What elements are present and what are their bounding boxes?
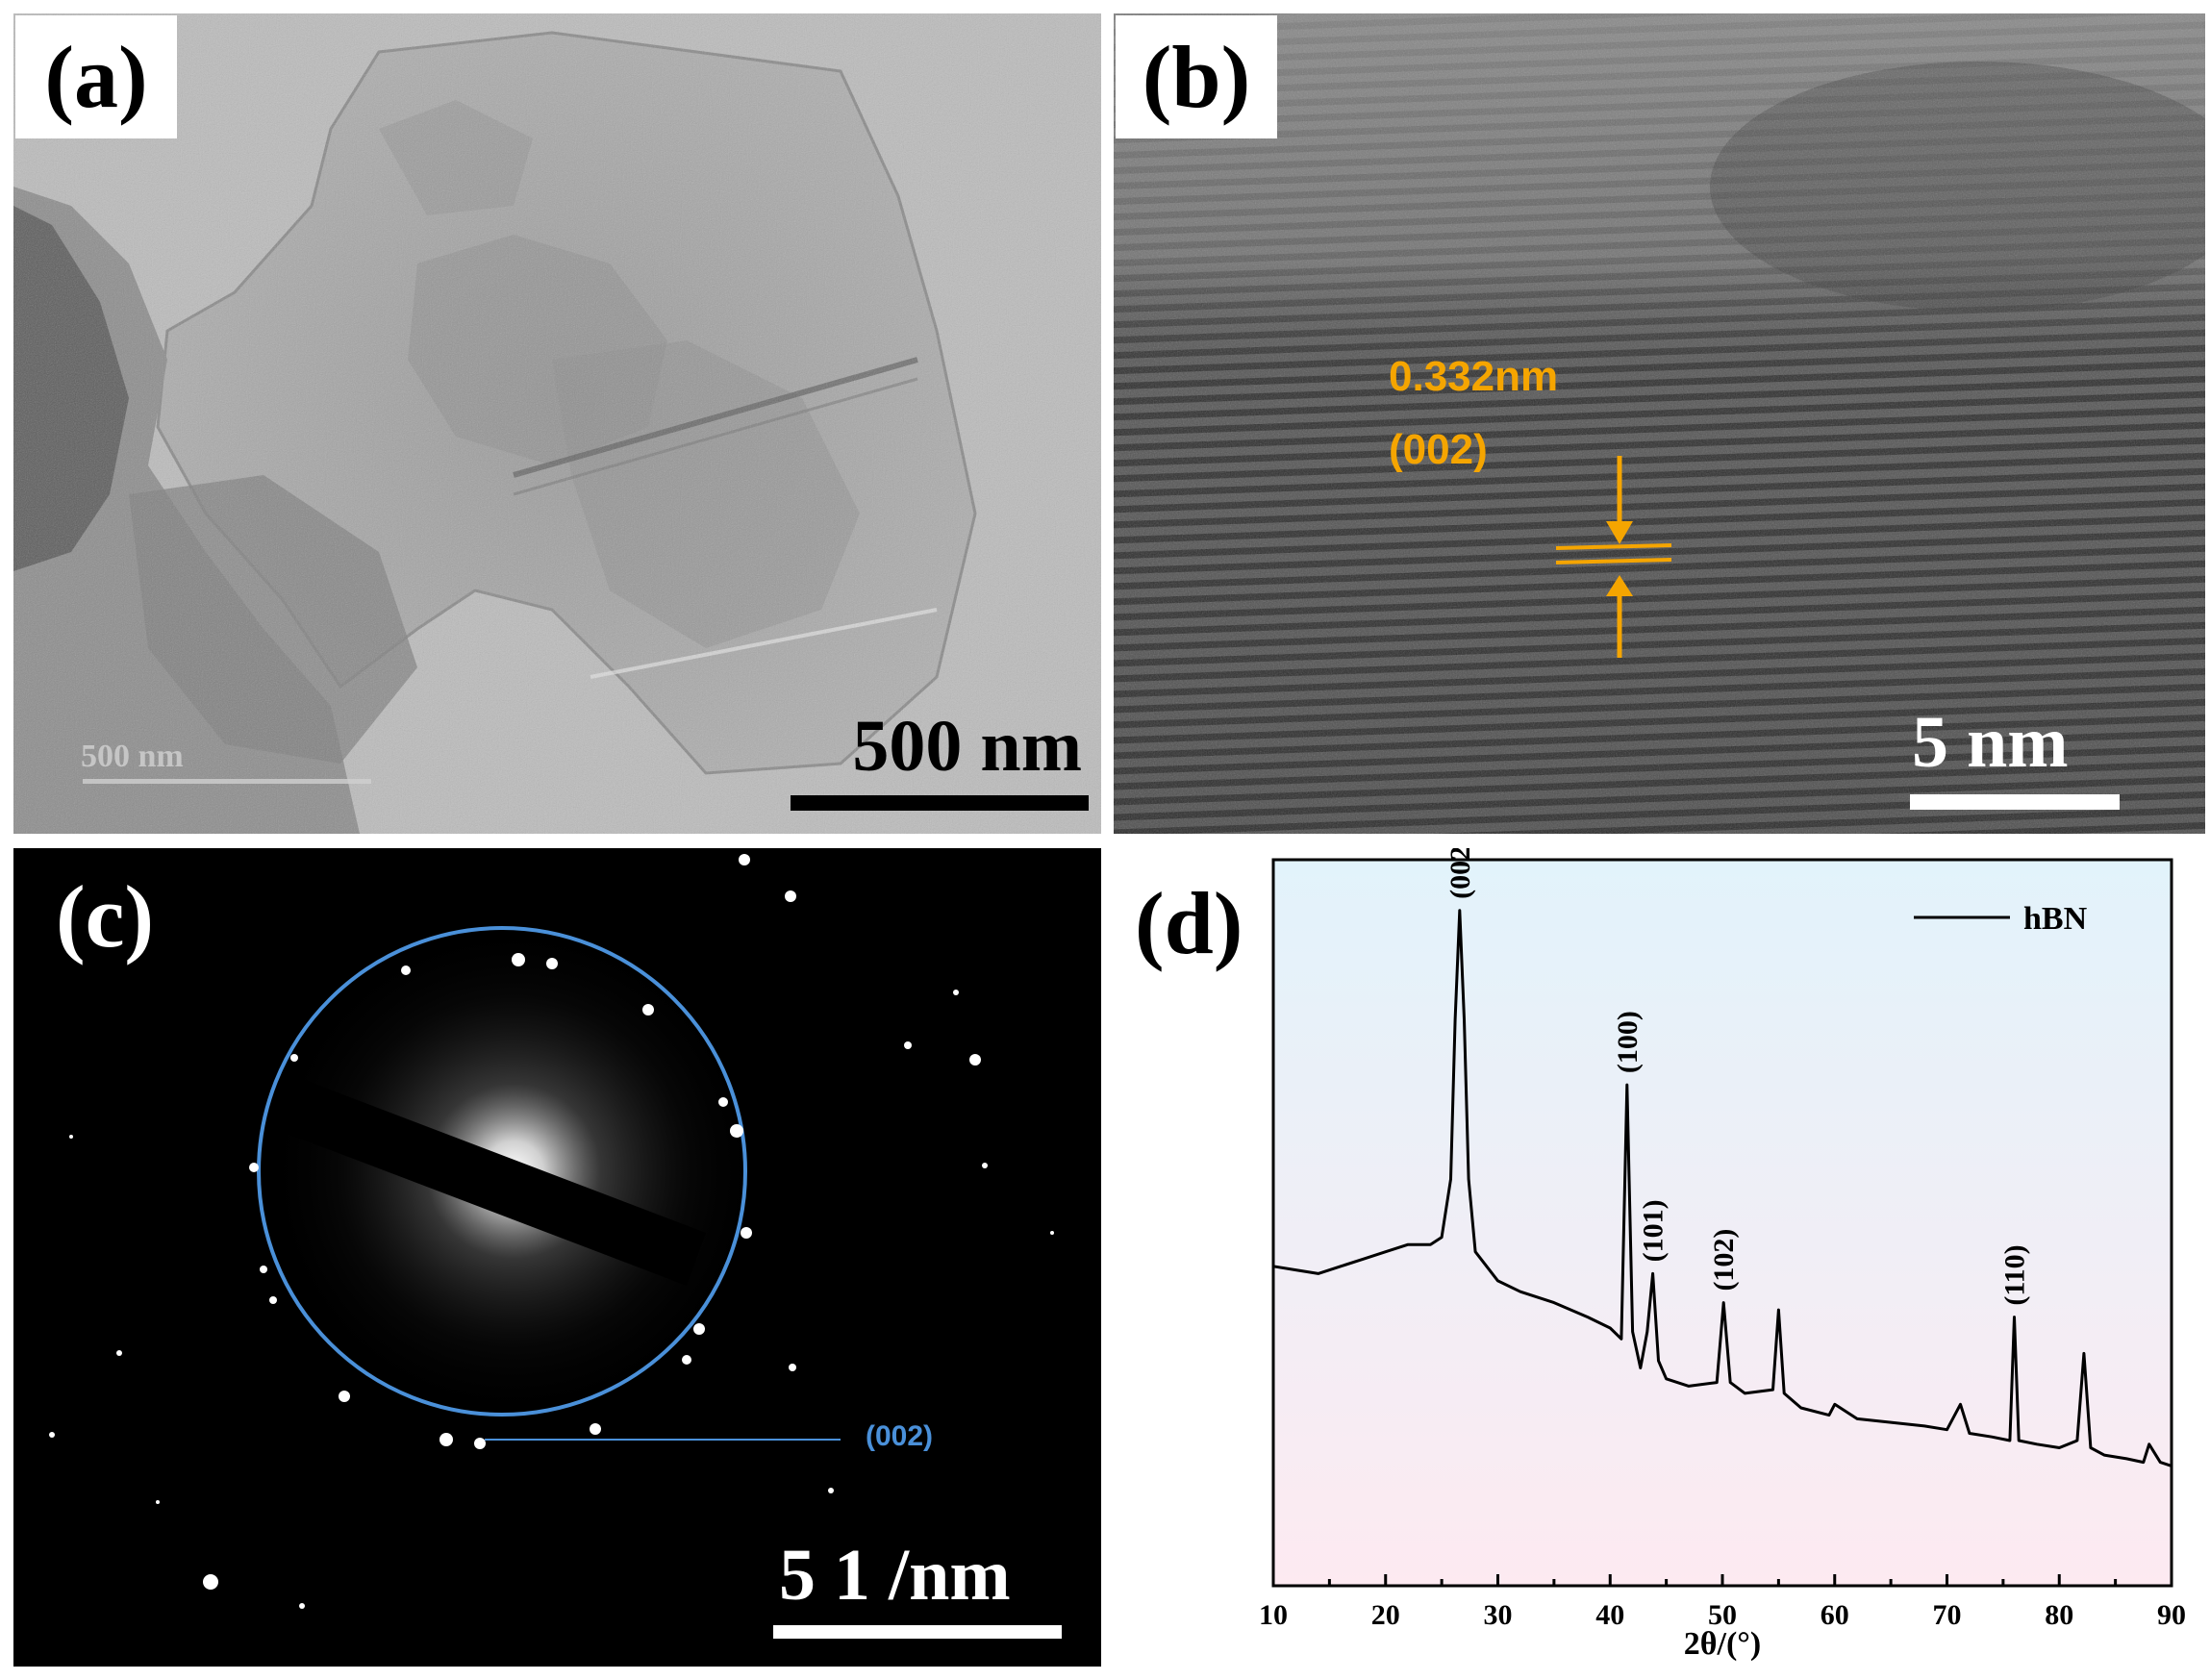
x-axis-title: 2θ/(°) (1684, 1626, 1761, 1662)
panel-a-scale-bar (791, 795, 1089, 811)
panel-b-hrtem-image: (b) 0.332nm (002) 5 nm (1114, 13, 2205, 834)
diffraction-pattern (49, 854, 1054, 1609)
ring-plane-label: (002) (866, 1420, 934, 1452)
x-tick-label: 90 (2157, 1599, 2186, 1631)
x-tick-label: 40 (1595, 1599, 1624, 1631)
x-tick-label: 20 (1371, 1599, 1400, 1631)
xrd-plot: 10 20 30 40 50 60 70 80 90 (002) (100) (101) (102) (… (1259, 848, 2186, 1662)
panel-a-scale-bar-text: 500 nm (852, 706, 1082, 787)
panel-d-xrd-chart: (d) 10 20 30 40 50 60 70 80 90 (002) (100) (101) (1… (1114, 848, 2205, 1667)
x-tick-label: 30 (1484, 1599, 1513, 1631)
panel-a-embedded-scale-text: 500 nm (81, 739, 184, 774)
x-tick-label: 80 (2045, 1599, 2073, 1631)
panel-c-saed-pattern: (c) (002) 5 1 /nm (13, 848, 1101, 1667)
x-tick-label: 50 (1708, 1599, 1737, 1631)
panel-c-scale-bar (773, 1625, 1062, 1639)
tem-micrograph (13, 13, 1101, 834)
peak-label: (002) (1444, 848, 1476, 899)
peak-label: (100) (1612, 1011, 1644, 1073)
panel-c-scale-bar-text: 5 1 /nm (779, 1535, 1011, 1616)
panel-b-label: (b) (1116, 15, 1277, 138)
hrtem-lattice-fringes (1114, 13, 2205, 834)
legend-label: hBN (2023, 901, 2088, 937)
lattice-spacing-value: 0.332nm (1389, 353, 1559, 400)
x-tick-label: 70 (1933, 1599, 1962, 1631)
xrd-series-line-hbn (1272, 909, 2172, 1467)
panel-a-embedded-scale-bar (83, 779, 371, 784)
peak-label: (101) (1638, 1199, 1670, 1262)
panel-b-scale-bar-text: 5 nm (1912, 702, 2069, 783)
panel-d-label: (d) (1135, 874, 1243, 972)
lattice-plane-label: (002) (1389, 426, 1488, 473)
panel-a-label: (a) (15, 15, 177, 138)
x-tick-label: 10 (1259, 1599, 1288, 1631)
plot-area (1271, 858, 2173, 1588)
peak-label: (110) (1999, 1244, 2031, 1305)
panel-b-scale-bar (1910, 794, 2120, 810)
peak-label: (102) (1708, 1229, 1740, 1291)
diffraction-ring (257, 926, 747, 1417)
x-tick-label: 60 (1821, 1599, 1849, 1631)
panel-c-label: (c) (55, 867, 155, 965)
panel-a-tem-image: (a) 500 nm 500 nm (13, 13, 1101, 834)
